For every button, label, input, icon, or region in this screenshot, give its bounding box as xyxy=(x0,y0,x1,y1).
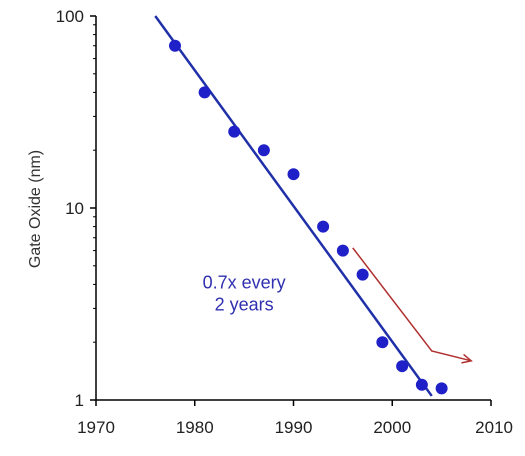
y-tick-labels: 1 10 100 xyxy=(56,7,84,410)
annotation-line-1: 0.7x every xyxy=(203,273,286,293)
projection-line xyxy=(352,247,472,362)
y-axis-label: Gate Oxide (nm) xyxy=(27,150,44,268)
data-point-7 xyxy=(356,268,369,281)
data-point-0 xyxy=(169,39,181,52)
x-tick-label-3: 2000 xyxy=(373,418,411,437)
data-point-1 xyxy=(198,86,211,99)
data-point-8 xyxy=(376,336,389,349)
data-point-2 xyxy=(228,125,241,138)
x-tick-label-0: 1970 xyxy=(77,418,115,437)
annotation-line-2: 2 years xyxy=(215,295,274,315)
y-tick-label-2: 100 xyxy=(56,7,84,26)
y-tick-label-1: 10 xyxy=(65,199,84,218)
x-tick-label-2: 1990 xyxy=(275,418,313,437)
data-points xyxy=(169,39,448,395)
data-point-6 xyxy=(336,244,349,257)
projection-arrowhead xyxy=(461,353,473,364)
data-point-9 xyxy=(396,360,409,373)
tick-marks xyxy=(90,15,492,406)
data-point-10 xyxy=(415,378,428,391)
trend-line xyxy=(154,15,433,397)
x-tick-label-1: 1980 xyxy=(176,418,214,437)
data-point-4 xyxy=(287,168,300,181)
x-tick-label-4: 2010 xyxy=(475,418,513,437)
x-tick-labels: 1970 1980 1990 2000 2010 xyxy=(77,418,513,437)
y-tick-label-0: 1 xyxy=(75,391,84,410)
data-point-11 xyxy=(435,382,448,395)
data-point-3 xyxy=(257,144,270,157)
data-point-5 xyxy=(317,220,330,233)
